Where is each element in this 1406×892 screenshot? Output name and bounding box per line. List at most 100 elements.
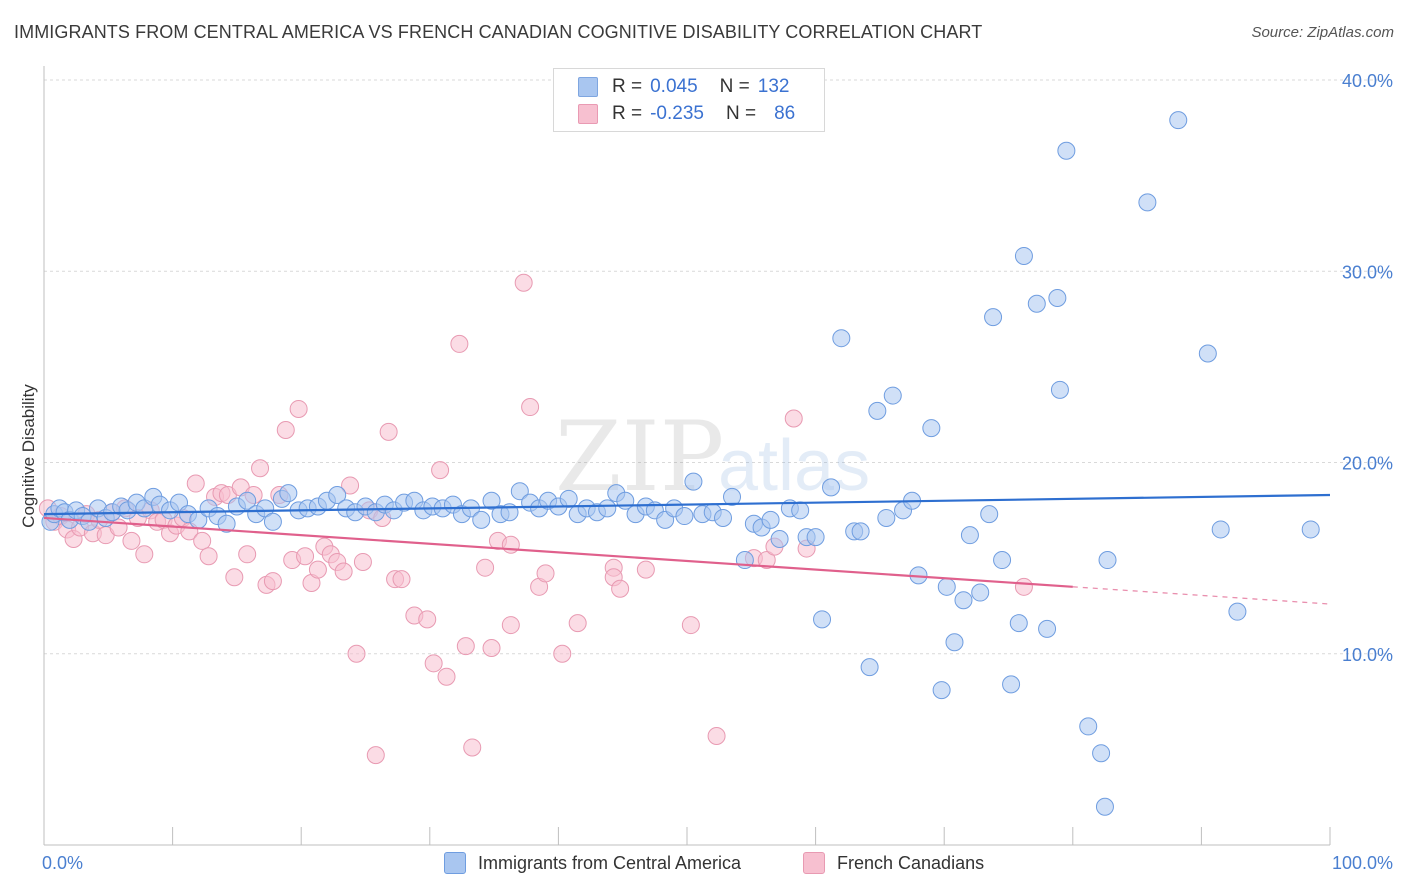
data-point <box>813 610 832 629</box>
watermark-atlas: atlas <box>718 426 870 506</box>
data-point <box>770 530 789 548</box>
data-point <box>1009 614 1028 633</box>
data-point <box>521 398 540 417</box>
data-point <box>684 472 703 491</box>
watermark: ZIP atlas <box>555 401 870 513</box>
x-tick-label: 100.0% <box>1332 853 1393 873</box>
data-point <box>860 658 879 677</box>
data-point <box>482 639 501 658</box>
data-point <box>980 505 999 524</box>
data-point <box>482 491 501 510</box>
chart-title: IMMIGRANTS FROM CENTRAL AMERICA VS FRENC… <box>14 22 983 42</box>
data-point <box>510 482 529 501</box>
data-point <box>263 572 282 591</box>
data-point <box>199 547 218 566</box>
legend-swatch-pink <box>803 852 825 874</box>
data-point <box>379 422 398 441</box>
data-point <box>568 614 587 633</box>
data-point <box>514 273 533 292</box>
data-point <box>984 308 1003 327</box>
data-point <box>431 461 450 480</box>
data-point <box>501 616 520 635</box>
data-point <box>945 633 964 652</box>
trend-line-solid <box>43 493 1331 516</box>
data-point <box>553 644 572 663</box>
data-point <box>636 560 655 579</box>
data-point <box>450 334 469 353</box>
data-point <box>832 329 851 348</box>
data-point <box>1138 193 1157 212</box>
data-point <box>328 486 347 505</box>
trend-lines <box>43 493 1331 605</box>
data-point <box>279 484 298 503</box>
data-point <box>392 570 411 589</box>
data-point <box>611 579 630 598</box>
axes <box>43 66 1331 846</box>
data-point <box>341 476 360 495</box>
data-point <box>877 508 896 527</box>
data-point <box>954 591 973 610</box>
r-label: R = <box>612 103 643 124</box>
data-point <box>424 654 443 673</box>
data-point <box>536 564 555 583</box>
data-point <box>476 558 495 577</box>
data-point <box>1169 111 1188 130</box>
data-point <box>1027 294 1046 313</box>
data-point <box>1095 797 1114 816</box>
y-tick-label: 20.0% <box>1342 454 1393 474</box>
data-point <box>1014 577 1033 596</box>
data-point <box>937 577 956 596</box>
data-point <box>193 531 212 550</box>
data-point <box>296 547 315 566</box>
data-point <box>135 545 154 564</box>
data-point <box>186 474 205 493</box>
data-point <box>675 507 694 526</box>
data-point <box>714 508 733 527</box>
r-value: -0.235 <box>650 103 704 124</box>
n-label: N = <box>719 76 750 97</box>
correlation-legend: R = 0.045 N = 132 R = -0.235 N = 86 <box>553 68 825 132</box>
data-point <box>559 489 578 508</box>
data-point <box>960 526 979 545</box>
watermark-zip: ZIP <box>555 401 724 513</box>
x-tick-label: 0.0% <box>42 853 83 873</box>
data-point <box>598 499 617 518</box>
data-point <box>1301 520 1320 539</box>
data-point <box>347 644 366 663</box>
data-point <box>761 510 780 529</box>
data-point <box>1198 344 1217 363</box>
legend-swatch-blue <box>578 77 598 97</box>
legend-row-french-canadians: R = -0.235 N = 86 <box>578 102 795 126</box>
n-value: 86 <box>774 103 796 124</box>
data-point <box>1048 289 1067 308</box>
data-point <box>1050 380 1069 399</box>
data-point <box>1038 619 1057 638</box>
data-point <box>822 478 841 497</box>
y-tick-label: 40.0% <box>1342 71 1393 91</box>
data-point <box>1211 520 1230 539</box>
data-point <box>1002 675 1021 694</box>
data-point <box>993 551 1012 570</box>
data-point <box>851 522 870 541</box>
data-point <box>723 487 742 506</box>
data-point <box>1228 602 1247 621</box>
data-point <box>791 501 810 520</box>
data-point <box>456 637 475 656</box>
data-point <box>289 399 308 418</box>
data-point <box>1092 744 1111 763</box>
data-point <box>681 616 700 635</box>
data-point <box>922 419 941 438</box>
data-point <box>757 551 776 570</box>
data-point <box>238 545 257 564</box>
data-point <box>971 583 990 602</box>
data-point <box>883 386 902 405</box>
data-point <box>806 528 825 547</box>
data-point <box>463 738 482 757</box>
tick-labels: 10.0% 20.0% 30.0% 40.0% 0.0% 100.0% <box>42 71 1393 873</box>
data-point <box>238 491 257 510</box>
legend-label: French Canadians <box>837 852 985 873</box>
data-point <box>366 746 385 765</box>
data-point <box>1057 141 1076 160</box>
data-point <box>1079 717 1098 736</box>
